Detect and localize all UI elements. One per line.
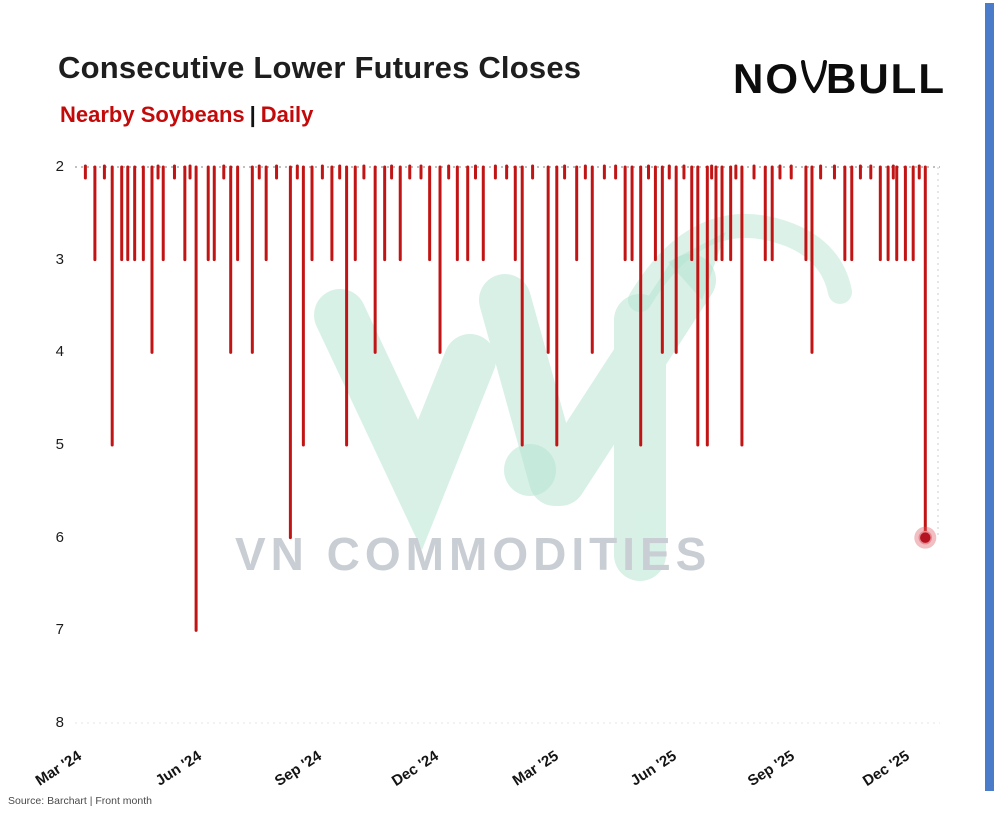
chart-subtitle: Nearby Soybeans | Daily (60, 102, 313, 128)
subtitle-primary: Nearby Soybeans (60, 102, 245, 127)
watermark-dot (504, 444, 556, 496)
bull-horns-icon (801, 60, 827, 93)
last-value-marker (918, 530, 933, 545)
logo-text-right: BULL (826, 55, 946, 102)
page-title: Consecutive Lower Futures Closes (58, 50, 582, 85)
nobull-logo: NO BULL (733, 58, 946, 102)
watermark-shape (479, 274, 581, 506)
watermark-shape (314, 289, 496, 551)
right-edge-bar (985, 3, 994, 791)
watermark: VN COMMODITIES (235, 528, 712, 580)
logo-text-left: NO (733, 55, 800, 102)
subtitle-separator: | (249, 102, 256, 127)
source-note: Source: Barchart | Front month (8, 795, 152, 807)
subtitle-secondary: Daily (260, 102, 314, 127)
